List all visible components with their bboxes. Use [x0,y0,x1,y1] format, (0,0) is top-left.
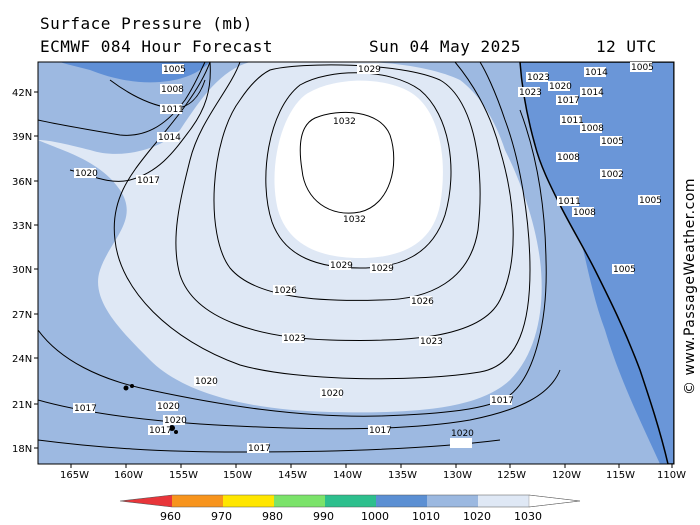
hawaiian-islands [123,384,178,434]
isobar-label: 1020 [75,169,98,179]
colorbar-tick: 1020 [463,510,491,523]
isobar-label: 1023 [283,334,306,344]
isobar-label: 1026 [411,297,434,307]
isobar-label: 1005 [639,196,662,206]
colorbar-tick: 990 [313,510,334,523]
isobar-label: 1020 [451,429,474,439]
lon-tick-label: 115W [606,470,635,481]
isobar-label: 1005 [631,63,654,73]
colorbar-segment [172,495,223,507]
lat-tick-label: 39N [12,132,32,143]
isobar-label: 1020 [321,389,344,399]
map-frame [37,61,675,465]
isobar-label: 1005 [601,137,624,147]
isobar-label: 1020 [157,402,180,412]
colorbar-segment [376,495,427,507]
colorbar-segment [274,495,325,507]
isobar-label: 1023 [527,73,550,83]
lat-tick-label: 18N [12,444,32,455]
isobar-label: 1017 [491,396,514,406]
isobar-label: 1032 [343,215,366,225]
isobar-label: 1005 [163,65,186,75]
site-credit: © www.PassageWeather.com [682,178,698,395]
isobars [38,62,561,453]
colorbar-segment [528,494,581,508]
latitude-axis: 42N 39N 36N 33N 30N 27N 24N 21N 18N [12,88,38,455]
colorbar-segment [120,495,172,507]
lon-tick-label: 120W [552,470,581,481]
isobar-label: 1008 [581,124,604,134]
colorbar-tick: 1000 [361,510,389,523]
lat-tick-label: 30N [12,265,32,276]
isobar-label: 1029 [330,261,353,271]
isobar-label: 1023 [420,337,443,347]
lon-tick-label: 135W [388,470,417,481]
colorbar-segment [223,495,274,507]
forecast-time: 12 UTC [596,37,657,56]
isobar-label: 1011 [561,116,584,126]
colorbar-tick: 1030 [514,510,542,523]
lat-tick-label: 27N [12,310,32,321]
isobar-label: 1008 [557,153,580,163]
isobar-label: 1011 [558,197,581,207]
colorbar-segment [325,495,376,507]
isobar-label: 1017 [248,444,271,454]
forecast-date: Sun 04 May 2025 [369,37,521,56]
isobar-label: 1002 [601,170,624,180]
lon-tick-label: 160W [114,470,143,481]
lat-tick-label: 42N [12,88,32,99]
pressure-colorbar: 960 970 980 990 1000 1010 1020 1030 [119,494,581,523]
lon-tick-label: 140W [333,470,362,481]
lat-tick-label: 36N [12,177,32,188]
isobar-label: 1008 [573,208,596,218]
isobar-label: 1017 [149,426,172,436]
isobar-label: 1020 [549,82,572,92]
colorbar-tick: 970 [211,510,232,523]
lat-tick-label: 24N [12,354,32,365]
map-title: Surface Pressure (mb) [40,14,253,33]
colorbar-tick: 1010 [412,510,440,523]
isobar-label: 1020 [195,377,218,387]
high-pressure-core [274,80,443,258]
isobar-label: 1005 [613,265,636,275]
isobar-label: 1032 [333,117,356,127]
lon-tick-label: 110W [657,470,686,481]
isobar-label: 1014 [585,68,608,78]
colorbar-segment [427,495,478,507]
longitude-axis: 165W 160W 155W 150W 145W 140W 135W 130W … [60,464,686,481]
model-forecast-label: ECMWF 084 Hour Forecast [40,37,274,56]
lon-tick-label: 155W [169,470,198,481]
colorbar-tick: 960 [160,510,181,523]
isobar-label: 1017 [369,426,392,436]
isobar-label: 1014 [158,133,181,143]
lon-tick-label: 165W [60,470,89,481]
colorbar-tick: 980 [262,510,283,523]
isobar-label: 1017 [557,96,580,106]
lon-tick-label: 150W [223,470,252,481]
isobar-label: 1011 [161,105,184,115]
lon-tick-label: 125W [497,470,526,481]
north-america-land [519,62,674,464]
lat-tick-label: 21N [12,400,32,411]
isobar-label: 1017 [137,176,160,186]
isobar-label: 1023 [519,88,542,98]
isobar-label: 1017 [74,404,97,414]
map-plot-area [38,62,674,464]
colorbar-segment [478,495,529,507]
isobar-label: 1008 [161,85,184,95]
isobar-label: 1020 [164,416,187,426]
lon-tick-label: 130W [443,470,472,481]
isobar-labels: 1029 1032 1032 1029 1029 1026 1026 1023 … [73,62,662,454]
isobar-label: 1014 [581,88,604,98]
lon-tick-label: 145W [278,470,307,481]
isobar-label: 1026 [274,286,297,296]
isobar-label: 1029 [358,65,381,75]
lat-tick-label: 33N [12,221,32,232]
isobar-label: 1029 [371,264,394,274]
